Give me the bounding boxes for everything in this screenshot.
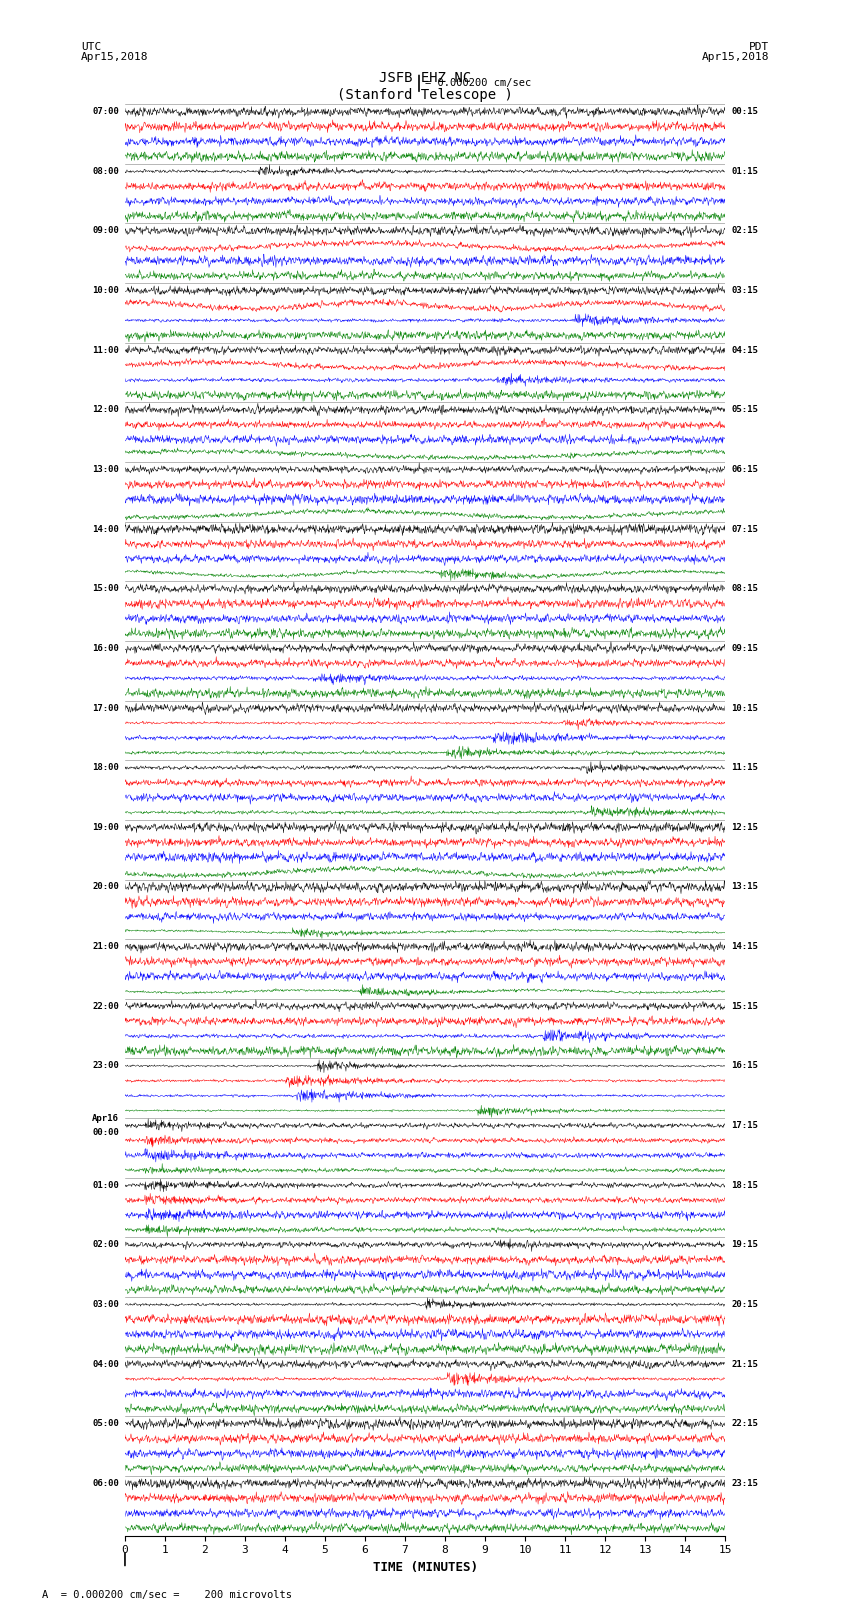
Text: 04:15: 04:15 bbox=[731, 345, 758, 355]
Text: 09:15: 09:15 bbox=[731, 644, 758, 653]
Text: 01:00: 01:00 bbox=[92, 1181, 119, 1190]
Text: 22:15: 22:15 bbox=[731, 1419, 758, 1428]
Text: 09:00: 09:00 bbox=[92, 226, 119, 235]
Text: 13:00: 13:00 bbox=[92, 465, 119, 474]
Text: 03:00: 03:00 bbox=[92, 1300, 119, 1308]
Text: 07:00: 07:00 bbox=[92, 106, 119, 116]
Text: 12:15: 12:15 bbox=[731, 823, 758, 832]
Text: = 0.000200 cm/sec: = 0.000200 cm/sec bbox=[425, 79, 531, 89]
Text: 15:00: 15:00 bbox=[92, 584, 119, 594]
Text: 05:00: 05:00 bbox=[92, 1419, 119, 1428]
Text: 13:15: 13:15 bbox=[731, 882, 758, 892]
Text: 11:15: 11:15 bbox=[731, 763, 758, 773]
Text: 06:00: 06:00 bbox=[92, 1479, 119, 1487]
Text: 21:15: 21:15 bbox=[731, 1360, 758, 1368]
Text: 06:15: 06:15 bbox=[731, 465, 758, 474]
Text: 10:15: 10:15 bbox=[731, 703, 758, 713]
Text: 16:00: 16:00 bbox=[92, 644, 119, 653]
Text: 08:00: 08:00 bbox=[92, 166, 119, 176]
Text: 17:00: 17:00 bbox=[92, 703, 119, 713]
Text: 01:15: 01:15 bbox=[731, 166, 758, 176]
Text: 15:15: 15:15 bbox=[731, 1002, 758, 1011]
Text: 04:00: 04:00 bbox=[92, 1360, 119, 1368]
Text: 14:15: 14:15 bbox=[731, 942, 758, 952]
X-axis label: TIME (MINUTES): TIME (MINUTES) bbox=[372, 1561, 478, 1574]
Text: 05:15: 05:15 bbox=[731, 405, 758, 415]
Text: 23:15: 23:15 bbox=[731, 1479, 758, 1487]
Text: 02:00: 02:00 bbox=[92, 1240, 119, 1250]
Text: 00:00: 00:00 bbox=[92, 1127, 119, 1137]
Text: 00:15: 00:15 bbox=[731, 106, 758, 116]
Text: 22:00: 22:00 bbox=[92, 1002, 119, 1011]
Text: 07:15: 07:15 bbox=[731, 524, 758, 534]
Text: 21:00: 21:00 bbox=[92, 942, 119, 952]
Text: 14:00: 14:00 bbox=[92, 524, 119, 534]
Text: PDT: PDT bbox=[749, 42, 769, 52]
Text: 12:00: 12:00 bbox=[92, 405, 119, 415]
Text: 11:00: 11:00 bbox=[92, 345, 119, 355]
Text: Apr16: Apr16 bbox=[92, 1115, 119, 1123]
Text: 18:00: 18:00 bbox=[92, 763, 119, 773]
Text: 20:00: 20:00 bbox=[92, 882, 119, 892]
Text: 18:15: 18:15 bbox=[731, 1181, 758, 1190]
Text: 10:00: 10:00 bbox=[92, 286, 119, 295]
Text: 23:00: 23:00 bbox=[92, 1061, 119, 1071]
Text: 19:00: 19:00 bbox=[92, 823, 119, 832]
Text: 02:15: 02:15 bbox=[731, 226, 758, 235]
Text: 03:15: 03:15 bbox=[731, 286, 758, 295]
Text: UTC: UTC bbox=[81, 42, 101, 52]
Text: A  = 0.000200 cm/sec =    200 microvolts: A = 0.000200 cm/sec = 200 microvolts bbox=[42, 1590, 292, 1600]
Text: Apr15,2018: Apr15,2018 bbox=[702, 52, 769, 61]
Text: Apr15,2018: Apr15,2018 bbox=[81, 52, 148, 61]
Title: JSFB EHZ NC
(Stanford Telescope ): JSFB EHZ NC (Stanford Telescope ) bbox=[337, 71, 513, 102]
Text: 19:15: 19:15 bbox=[731, 1240, 758, 1250]
Text: 16:15: 16:15 bbox=[731, 1061, 758, 1071]
Text: 20:15: 20:15 bbox=[731, 1300, 758, 1308]
Text: 17:15: 17:15 bbox=[731, 1121, 758, 1131]
Text: 08:15: 08:15 bbox=[731, 584, 758, 594]
